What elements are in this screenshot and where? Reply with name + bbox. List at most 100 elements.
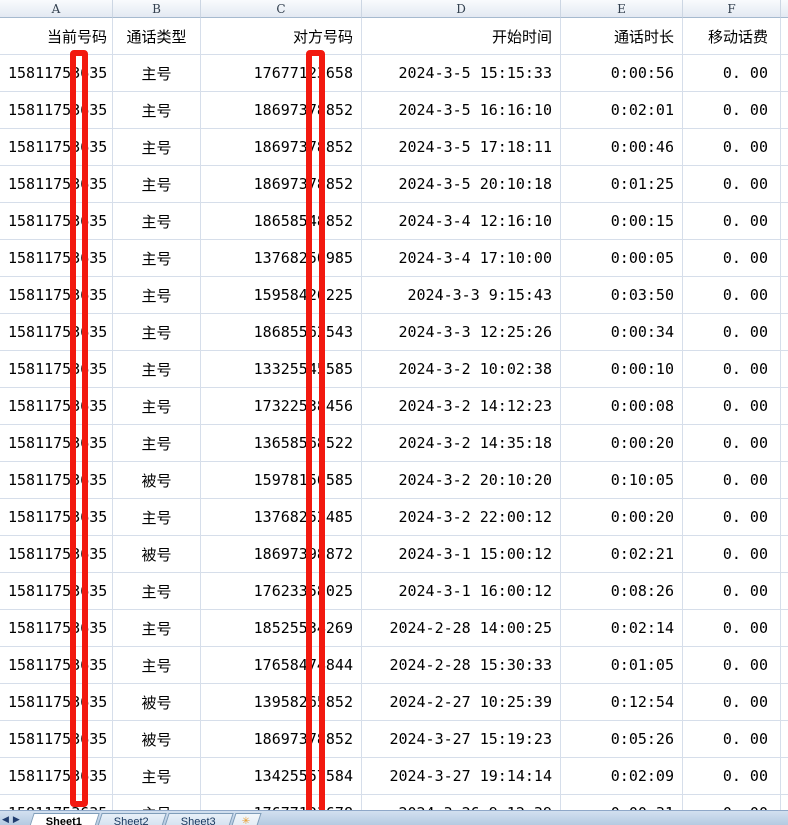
cell-f[interactable]: 0. 00 xyxy=(683,684,781,721)
cell-d[interactable]: 2024-3-5 17:18:11 xyxy=(362,129,561,166)
cell-f[interactable]: 0. 00 xyxy=(683,425,781,462)
cell-b[interactable]: 主号 xyxy=(113,425,201,462)
cell-a[interactable]: 15811753635 xyxy=(0,684,113,721)
cell-d[interactable]: 2024-3-27 15:19:23 xyxy=(362,721,561,758)
cell-b[interactable]: 主号 xyxy=(113,499,201,536)
cell-f[interactable]: 0. 00 xyxy=(683,536,781,573)
cell-c[interactable]: 18658548852 xyxy=(201,203,362,240)
cell-b[interactable]: 主号 xyxy=(113,647,201,684)
cell-d[interactable]: 2024-3-1 15:00:12 xyxy=(362,536,561,573)
cell-a[interactable]: 15811753635 xyxy=(0,203,113,240)
cell-d[interactable]: 2024-3-2 10:02:38 xyxy=(362,351,561,388)
header-cell-mobile-fee[interactable]: 移动话费 xyxy=(683,18,781,55)
cell-c[interactable]: 17623358025 xyxy=(201,573,362,610)
cell-a[interactable]: 15811753635 xyxy=(0,573,113,610)
cell-c[interactable]: 17322538456 xyxy=(201,388,362,425)
header-cell-call-type[interactable]: 通话类型 xyxy=(113,18,201,55)
cell-f[interactable]: 0. 00 xyxy=(683,462,781,499)
cell-b[interactable]: 主号 xyxy=(113,314,201,351)
cell-e[interactable]: 0:01:25 xyxy=(561,166,683,203)
column-header-d[interactable]: D xyxy=(362,0,561,18)
cell-f[interactable]: 0. 00 xyxy=(683,277,781,314)
insert-worksheet-button[interactable]: ✳ xyxy=(228,813,262,825)
cell-d[interactable]: 2024-3-1 16:00:12 xyxy=(362,573,561,610)
cell-e[interactable]: 0:12:54 xyxy=(561,684,683,721)
cell-c[interactable]: 18697378852 xyxy=(201,92,362,129)
cell-a[interactable]: 15811753635 xyxy=(0,610,113,647)
cell-a[interactable]: 15811753635 xyxy=(0,277,113,314)
cell-d[interactable]: 2024-3-2 14:12:23 xyxy=(362,388,561,425)
cell-e[interactable]: 0:01:05 xyxy=(561,647,683,684)
cell-f[interactable]: 0. 00 xyxy=(683,573,781,610)
cell-c[interactable]: 18697378852 xyxy=(201,721,362,758)
cell-c[interactable]: 18697398872 xyxy=(201,536,362,573)
cell-c[interactable]: 18685562543 xyxy=(201,314,362,351)
cell-a[interactable]: 15811753635 xyxy=(0,92,113,129)
cell-e[interactable]: 0:02:01 xyxy=(561,92,683,129)
cell-c[interactable]: 13958265852 xyxy=(201,684,362,721)
cell-d[interactable]: 2024-2-28 15:30:33 xyxy=(362,647,561,684)
cell-d[interactable]: 2024-2-28 14:00:25 xyxy=(362,610,561,647)
cell-b[interactable]: 主号 xyxy=(113,610,201,647)
cell-a[interactable]: 15811753635 xyxy=(0,536,113,573)
cell-a[interactable]: 15811753635 xyxy=(0,129,113,166)
cell-b[interactable]: 主号 xyxy=(113,240,201,277)
cell-d[interactable]: 2024-3-27 19:14:14 xyxy=(362,758,561,795)
cell-d[interactable]: 2024-2-27 10:25:39 xyxy=(362,684,561,721)
cell-c[interactable]: 13768250985 xyxy=(201,240,362,277)
header-cell-call-duration[interactable]: 通话时长 xyxy=(561,18,683,55)
cell-c[interactable]: 18697378852 xyxy=(201,166,362,203)
cell-f[interactable]: 0. 00 xyxy=(683,240,781,277)
cell-b[interactable]: 主号 xyxy=(113,129,201,166)
cell-e[interactable]: 0:00:20 xyxy=(561,499,683,536)
cell-d[interactable]: 2024-3-4 12:16:10 xyxy=(362,203,561,240)
cell-f[interactable]: 0. 00 xyxy=(683,314,781,351)
cell-b[interactable]: 主号 xyxy=(113,573,201,610)
cell-f[interactable]: 0. 00 xyxy=(683,647,781,684)
cell-d[interactable]: 2024-3-5 20:10:18 xyxy=(362,166,561,203)
cell-e[interactable]: 0:08:26 xyxy=(561,573,683,610)
cell-f[interactable]: 0. 00 xyxy=(683,129,781,166)
cell-c[interactable]: 18525534269 xyxy=(201,610,362,647)
cell-e[interactable]: 0:00:56 xyxy=(561,55,683,92)
tab-sheet3[interactable]: Sheet3 xyxy=(161,813,234,825)
cell-f[interactable]: 0. 00 xyxy=(683,351,781,388)
column-header-c[interactable]: C xyxy=(201,0,362,18)
cell-f[interactable]: 0. 00 xyxy=(683,499,781,536)
cell-d[interactable]: 2024-3-5 15:15:33 xyxy=(362,55,561,92)
cell-a[interactable]: 15811753635 xyxy=(0,462,113,499)
cell-e[interactable]: 0:03:50 xyxy=(561,277,683,314)
cell-b[interactable]: 主号 xyxy=(113,351,201,388)
cell-e[interactable]: 0:00:08 xyxy=(561,388,683,425)
cell-c[interactable]: 13425557584 xyxy=(201,758,362,795)
cell-a[interactable]: 15811753635 xyxy=(0,647,113,684)
cell-c[interactable]: 13325545585 xyxy=(201,351,362,388)
header-cell-current-number[interactable]: 当前号码 xyxy=(0,18,113,55)
cell-b[interactable]: 主号 xyxy=(113,166,201,203)
cell-b[interactable]: 被号 xyxy=(113,721,201,758)
cell-e[interactable]: 0:02:09 xyxy=(561,758,683,795)
column-header-f[interactable]: F xyxy=(683,0,781,18)
cell-b[interactable]: 被号 xyxy=(113,462,201,499)
cell-f[interactable]: 0. 00 xyxy=(683,92,781,129)
cell-d[interactable]: 2024-3-2 20:10:20 xyxy=(362,462,561,499)
column-header-b[interactable]: B xyxy=(113,0,201,18)
cell-e[interactable]: 0:00:34 xyxy=(561,314,683,351)
header-cell-other-number[interactable]: 对方号码 xyxy=(201,18,362,55)
prev-sheet-icon[interactable]: ◀ xyxy=(2,814,9,824)
cell-e[interactable]: 0:00:15 xyxy=(561,203,683,240)
cell-c[interactable]: 13658568522 xyxy=(201,425,362,462)
tab-sheet2[interactable]: Sheet2 xyxy=(94,813,167,825)
cell-e[interactable]: 0:00:10 xyxy=(561,351,683,388)
cell-e[interactable]: 0:02:14 xyxy=(561,610,683,647)
cell-b[interactable]: 主号 xyxy=(113,203,201,240)
cell-b[interactable]: 主号 xyxy=(113,277,201,314)
cell-a[interactable]: 15811753635 xyxy=(0,758,113,795)
cell-b[interactable]: 主号 xyxy=(113,388,201,425)
next-sheet-icon[interactable]: ▶ xyxy=(12,814,20,824)
cell-e[interactable]: 0:10:05 xyxy=(561,462,683,499)
cell-a[interactable]: 15811753635 xyxy=(0,351,113,388)
cell-e[interactable]: 0:02:21 xyxy=(561,536,683,573)
header-cell-start-time[interactable]: 开始时间 xyxy=(362,18,561,55)
cell-b[interactable]: 主号 xyxy=(113,55,201,92)
